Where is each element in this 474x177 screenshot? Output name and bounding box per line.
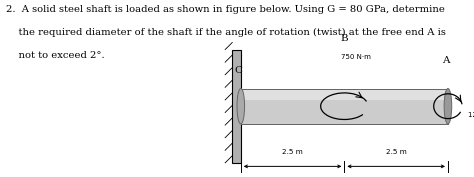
Text: 2.  A solid steel shaft is loaded as shown in figure below. Using G = 80 GPa, de: 2. A solid steel shaft is loaded as show…: [6, 5, 445, 14]
Text: B: B: [340, 35, 348, 43]
Text: 2.5 m: 2.5 m: [282, 149, 303, 155]
Ellipse shape: [444, 88, 452, 124]
Text: 1200 N·m: 1200 N·m: [468, 112, 474, 118]
Text: 750 N·m: 750 N·m: [341, 54, 371, 60]
Bar: [232, 50, 241, 163]
Text: the required diameter of the shaft if the angle of rotation (twist) at the free : the required diameter of the shaft if th…: [6, 28, 446, 38]
Text: A: A: [442, 56, 449, 65]
Text: 2.5 m: 2.5 m: [386, 149, 407, 155]
Text: not to exceed 2°.: not to exceed 2°.: [6, 51, 104, 60]
Ellipse shape: [237, 88, 245, 124]
Bar: [241, 90, 448, 100]
Bar: [241, 88, 448, 124]
Text: C: C: [235, 66, 242, 75]
